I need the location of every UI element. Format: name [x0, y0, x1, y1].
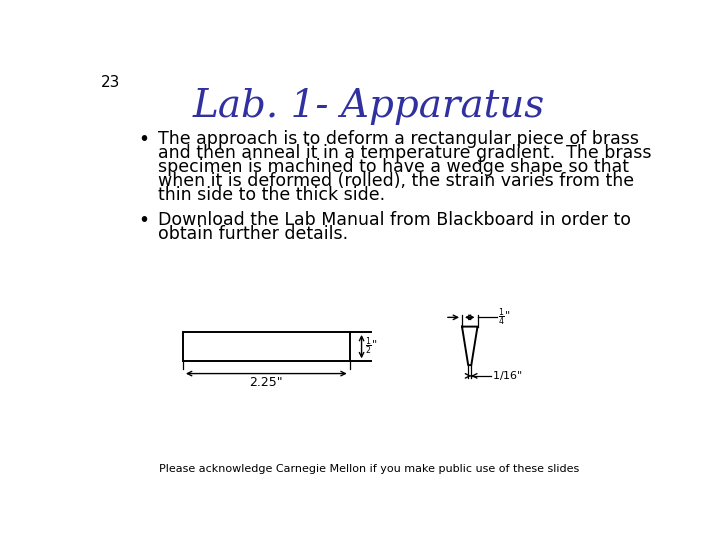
Text: $\mathregular{1/16}$": $\mathregular{1/16}$" — [492, 369, 523, 382]
Text: $\mathregular{\frac{1}{4}}$": $\mathregular{\frac{1}{4}}$" — [498, 307, 511, 328]
Text: when it is deformed (rolled), the strain varies from the: when it is deformed (rolled), the strain… — [158, 172, 634, 190]
Text: The approach is to deform a rectangular piece of brass: The approach is to deform a rectangular … — [158, 130, 639, 148]
Text: obtain further details.: obtain further details. — [158, 225, 348, 243]
Text: 2.25": 2.25" — [250, 376, 283, 389]
Text: Lab. 1- Apparatus: Lab. 1- Apparatus — [193, 88, 545, 125]
Text: •: • — [138, 130, 149, 149]
Text: Download the Lab Manual from Blackboard in order to: Download the Lab Manual from Blackboard … — [158, 211, 631, 229]
Text: specimen is machined to have a wedge shape so that: specimen is machined to have a wedge sha… — [158, 158, 629, 176]
Text: Please acknowledge Carnegie Mellon if you make public use of these slides: Please acknowledge Carnegie Mellon if yo… — [159, 464, 579, 475]
Text: and then anneal it in a temperature gradient.  The brass: and then anneal it in a temperature grad… — [158, 144, 652, 162]
Text: 23: 23 — [101, 75, 120, 90]
Bar — [183, 332, 350, 361]
Text: thin side to the thick side.: thin side to the thick side. — [158, 186, 385, 204]
Text: •: • — [138, 211, 149, 230]
Text: $\mathregular{\frac{1}{2}}$": $\mathregular{\frac{1}{2}}$" — [364, 336, 377, 357]
